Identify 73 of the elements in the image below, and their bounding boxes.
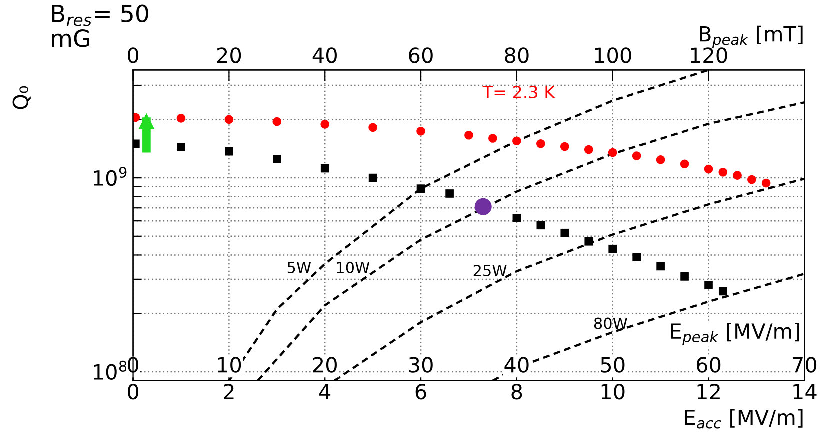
annotation: 30 xyxy=(409,357,433,373)
x2-tick-label: 60 xyxy=(409,48,433,64)
point xyxy=(748,175,756,184)
point xyxy=(272,155,282,164)
x2-tick-label: 120 xyxy=(691,48,728,64)
point xyxy=(762,178,771,188)
point xyxy=(177,143,186,152)
series-label: 80W xyxy=(594,318,628,330)
annotation: 50 xyxy=(601,357,625,373)
point xyxy=(632,152,642,160)
point xyxy=(584,237,594,246)
annotation: 20 xyxy=(313,357,337,373)
x2-tick-label: 40 xyxy=(312,48,337,64)
point xyxy=(446,190,454,198)
point xyxy=(608,244,618,254)
x-tick-label: 14 xyxy=(794,384,817,400)
point xyxy=(584,145,594,154)
point xyxy=(176,114,186,123)
point xyxy=(704,164,714,174)
x2-tick-label: 20 xyxy=(217,48,242,64)
point xyxy=(560,228,570,238)
x-axis-title: E$_{acc}$ [MV/m] xyxy=(685,409,803,429)
point xyxy=(512,214,522,222)
y-tick-label: 10$^{8}$ xyxy=(94,360,127,380)
point xyxy=(368,123,378,132)
point xyxy=(656,156,666,164)
x-tick-label: 2 xyxy=(224,384,234,400)
point xyxy=(656,262,665,271)
point xyxy=(560,142,570,152)
point xyxy=(512,136,522,146)
point xyxy=(464,130,474,140)
y-tick-label: 10$^{9}$ xyxy=(94,167,127,186)
point xyxy=(139,114,154,130)
x2-axis-title: B$_{peak}$ [mT] xyxy=(700,26,803,48)
annotation: 60 xyxy=(696,357,721,373)
point xyxy=(704,281,713,290)
point xyxy=(680,272,689,281)
x2-tick-label: 100 xyxy=(595,48,632,64)
x2-tick-label: 0 xyxy=(128,48,139,64)
annotation: 10 xyxy=(218,357,242,373)
point xyxy=(733,171,742,180)
point xyxy=(320,120,330,129)
x-tick-label: 4 xyxy=(320,384,331,400)
x-tick-label: 0 xyxy=(128,384,139,400)
x2-tick-label: 80 xyxy=(505,48,529,64)
point xyxy=(536,221,546,230)
series-label: 10W xyxy=(337,262,370,274)
point xyxy=(416,127,426,136)
point xyxy=(368,174,378,182)
point xyxy=(718,287,728,296)
text: T= 2.3 K xyxy=(482,86,556,99)
point xyxy=(608,148,618,158)
point xyxy=(416,184,426,193)
point xyxy=(225,147,234,156)
x-tick-label: 8 xyxy=(512,384,522,400)
x-tick-label: 6 xyxy=(416,384,426,400)
annotation: 40 xyxy=(504,357,529,373)
text: B$_{res}$= 50 mG xyxy=(52,4,148,48)
point xyxy=(680,160,690,169)
series-label: 25W xyxy=(474,264,507,277)
point xyxy=(536,140,546,148)
x-tick-label: 10 xyxy=(602,384,625,400)
point xyxy=(488,134,498,143)
annotation: E$_{peak}$ [MV/m] xyxy=(671,323,800,346)
series-label: 5W xyxy=(288,262,312,274)
point xyxy=(224,115,234,124)
point xyxy=(320,164,330,173)
x-tick-label: 12 xyxy=(698,384,720,400)
point xyxy=(272,117,282,126)
point xyxy=(632,253,641,262)
y-axis-title: Q₀ xyxy=(12,86,31,110)
point xyxy=(718,168,728,177)
point xyxy=(474,198,492,216)
